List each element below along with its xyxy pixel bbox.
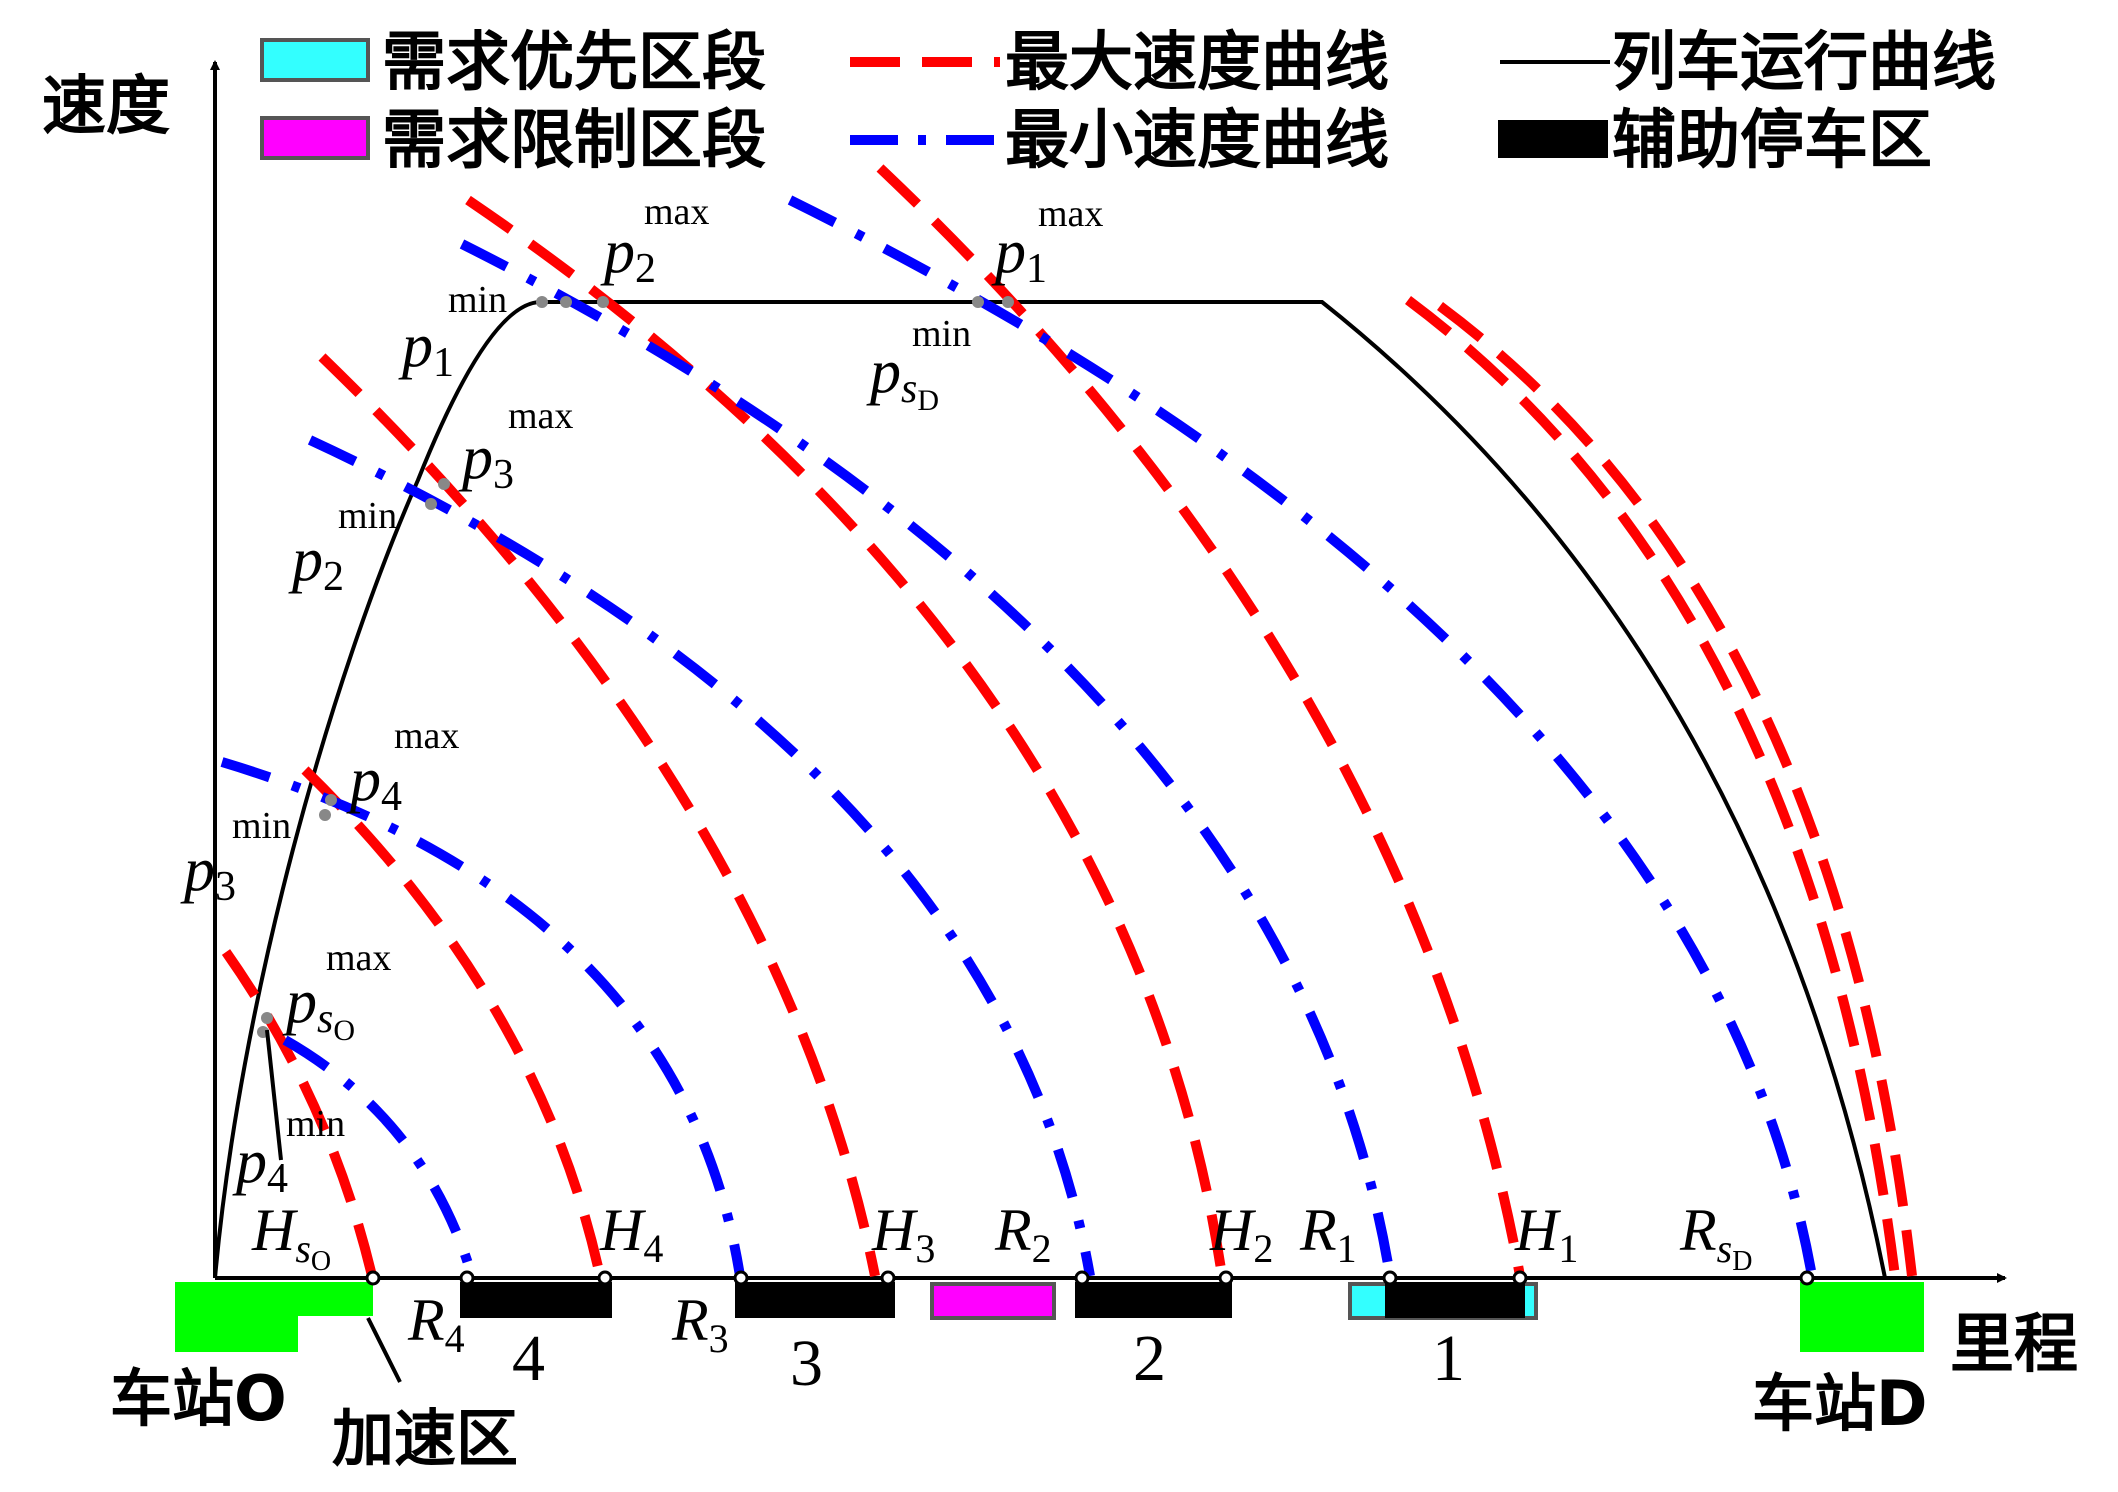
label-p1-max: p1max xyxy=(991,193,1103,292)
max-curve-1 xyxy=(876,164,1525,1277)
label-H2: H2 xyxy=(1209,1197,1273,1271)
legend-min-curve-label: 最小速度曲线 xyxy=(1005,104,1389,178)
station-D-block xyxy=(1800,1282,1924,1352)
max-curve-4 xyxy=(301,766,605,1278)
max-curve-D-outer xyxy=(1437,301,1917,1277)
min-curve-1 xyxy=(787,195,1817,1277)
label-R3: R3 xyxy=(671,1287,729,1361)
legend: 需求优先区段 需求限制区段 最大速度曲线 最小速度曲线 列车运行曲线 辅助停车区 xyxy=(260,26,1996,178)
zone-and-station-labels: 4 3 2 1 车站O 加速区 车站D xyxy=(110,1322,1927,1475)
zone-number-3: 3 xyxy=(790,1327,823,1400)
accel-zone-block xyxy=(298,1282,373,1316)
label-H1: H1 xyxy=(1514,1197,1578,1271)
accel-zone-pointer xyxy=(366,1317,402,1383)
station-O-label: 车站O xyxy=(110,1362,287,1435)
label-RsD: RsD xyxy=(1679,1197,1752,1277)
tick-RsD xyxy=(1799,1270,1815,1286)
axes: 速度 里程 xyxy=(42,60,2078,1382)
station-D-label: 车站D xyxy=(1752,1367,1927,1440)
legend-max-curve-label: 最大速度曲线 xyxy=(1005,26,1389,100)
legend-stop-zone-swatch xyxy=(1498,120,1608,158)
label-p4-min: p4min xyxy=(232,1103,345,1202)
p4-min-pointer xyxy=(265,1029,283,1161)
intersection-dots xyxy=(257,296,1014,1038)
legend-priority-swatch xyxy=(260,38,370,82)
train-run-curve xyxy=(213,299,1887,1279)
tick-H4 xyxy=(597,1270,613,1286)
max-curve-D-inner xyxy=(1405,295,1900,1277)
label-p3-max: p3max xyxy=(458,395,573,498)
point-labels: p2max p1max p1min psDmin p3max p2min p4m… xyxy=(180,191,1103,1202)
label-HsO: HsO xyxy=(251,1197,331,1277)
tick-R2 xyxy=(1074,1270,1090,1286)
dot-psD-min xyxy=(972,296,984,308)
dot-p3-min xyxy=(319,809,331,821)
max-curve-sO xyxy=(221,949,377,1278)
label-p1-min: p1min xyxy=(398,279,507,386)
max-curve-3 xyxy=(318,353,880,1277)
stop-zone-4 xyxy=(460,1282,612,1318)
label-R2: R2 xyxy=(994,1197,1052,1271)
label-R1: R1 xyxy=(1299,1197,1357,1271)
zone-number-4: 4 xyxy=(512,1322,545,1395)
max-curve-2 xyxy=(465,195,1227,1277)
min-curve-3 xyxy=(307,435,1095,1277)
y-axis-label: 速度 xyxy=(42,70,170,144)
tick-HsO xyxy=(365,1270,381,1286)
label-R4: R4 xyxy=(407,1287,465,1361)
label-p3-min: p3min xyxy=(180,805,291,910)
legend-run-curve-label: 列车运行曲线 xyxy=(1612,26,1996,100)
max-speed-curves xyxy=(221,164,1917,1278)
tick-R4 xyxy=(459,1270,475,1286)
dot-p1-min xyxy=(536,296,548,308)
label-p2-min: p2min xyxy=(288,495,397,600)
dot-p4-max xyxy=(325,794,337,806)
min-curve-sO xyxy=(282,1035,477,1278)
tick-R1 xyxy=(1382,1270,1398,1286)
dot-p1-max xyxy=(1002,296,1014,308)
stop-zone-3 xyxy=(735,1282,895,1318)
x-axis-label: 里程 xyxy=(1950,1308,2078,1382)
legend-restricted-swatch xyxy=(260,116,370,160)
label-p4-max: p4max xyxy=(346,715,459,820)
accel-zone-label: 加速区 xyxy=(332,1402,518,1475)
dot-psO-max xyxy=(261,1012,273,1024)
legend-stop-zone-label: 辅助停车区 xyxy=(1612,104,1932,178)
zone-number-1: 1 xyxy=(1432,1322,1465,1395)
min-speed-curves xyxy=(220,195,1817,1278)
dot-p2-max xyxy=(560,296,572,308)
label-psO-max: psOmax xyxy=(282,937,391,1047)
label-p2-max: p2max xyxy=(600,191,709,292)
stop-zone-2 xyxy=(1075,1282,1232,1318)
dot-p2-min xyxy=(425,498,437,510)
label-psD-min: psDmin xyxy=(866,313,971,417)
label-H4: H4 xyxy=(599,1197,663,1271)
station-O-block xyxy=(175,1282,298,1352)
tick-H1 xyxy=(1512,1270,1528,1286)
min-curve-4 xyxy=(220,757,745,1277)
stop-zone-1 xyxy=(1385,1282,1525,1318)
track-blocks xyxy=(175,1282,1924,1383)
dot-p2-max-b xyxy=(597,296,609,308)
tick-H2 xyxy=(1218,1270,1234,1286)
legend-priority-label: 需求优先区段 xyxy=(382,26,766,100)
restricted-section xyxy=(930,1282,1056,1320)
label-H3: H3 xyxy=(871,1197,935,1271)
tick-R3 xyxy=(733,1270,749,1286)
axis-mark-labels: HsO H4 H3 R2 H2 R1 H1 RsD R4 R3 xyxy=(251,1197,1752,1361)
axis-tick-points xyxy=(365,1270,1815,1286)
dot-p3-max xyxy=(438,478,450,490)
tick-H3 xyxy=(880,1270,896,1286)
legend-restricted-label: 需求限制区段 xyxy=(382,104,766,178)
zone-number-2: 2 xyxy=(1133,1322,1166,1395)
